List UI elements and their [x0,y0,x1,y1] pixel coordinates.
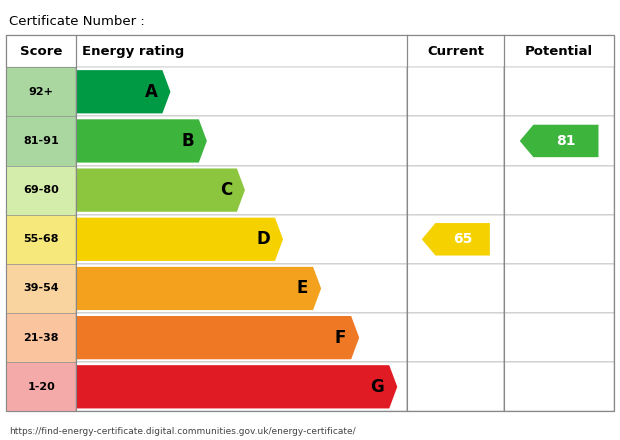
Polygon shape [76,119,207,162]
Text: 81-91: 81-91 [24,136,59,146]
Text: 39-54: 39-54 [24,283,59,293]
Bar [6,35,614,411]
Text: A: A [144,83,157,101]
Text: 21-38: 21-38 [24,333,59,343]
Text: 92+: 92+ [29,87,53,97]
Text: C: C [219,181,232,199]
Bar [407,362,505,411]
Polygon shape [76,218,283,261]
Text: 55-68: 55-68 [24,234,59,244]
Bar [76,264,407,313]
Bar [6,362,76,411]
Bar [76,116,407,165]
Text: 69-80: 69-80 [24,185,59,195]
Bar [407,165,505,215]
Bar [76,313,407,362]
Bar [6,215,76,264]
Text: G: G [371,378,384,396]
Text: Score: Score [20,45,63,58]
Bar [6,35,614,411]
Text: Potential: Potential [525,45,593,58]
Text: F: F [335,329,346,347]
Bar [6,116,76,165]
Bar [6,313,76,362]
Polygon shape [76,316,359,359]
Bar [505,215,614,264]
Bar [505,67,614,116]
Bar [407,313,505,362]
Bar [76,165,407,215]
Bar [505,264,614,313]
Polygon shape [520,125,598,157]
Text: 81: 81 [556,134,576,148]
Polygon shape [76,365,397,408]
Bar [407,116,505,165]
Text: Energy rating: Energy rating [82,45,185,58]
Text: 65: 65 [453,232,472,246]
Polygon shape [76,70,170,114]
Polygon shape [422,223,490,256]
Bar [6,165,76,215]
Text: 1-20: 1-20 [27,382,55,392]
Text: D: D [256,230,270,248]
Bar [505,362,614,411]
Bar [407,215,505,264]
Bar [76,67,407,116]
Bar [407,264,505,313]
Polygon shape [76,267,321,310]
Bar [407,67,505,116]
Text: E: E [297,279,308,297]
Bar [505,116,614,165]
Bar [76,362,407,411]
Text: B: B [181,132,194,150]
Bar [6,264,76,313]
Text: https://find-energy-certificate.digital.communities.gov.uk/energy-certificate/: https://find-energy-certificate.digital.… [9,427,356,436]
Bar [505,165,614,215]
Bar [6,35,614,67]
Bar [76,215,407,264]
Text: Current: Current [427,45,484,58]
Polygon shape [76,169,245,212]
Bar [6,67,76,116]
Text: Certificate Number :: Certificate Number : [9,15,145,29]
Bar [505,313,614,362]
